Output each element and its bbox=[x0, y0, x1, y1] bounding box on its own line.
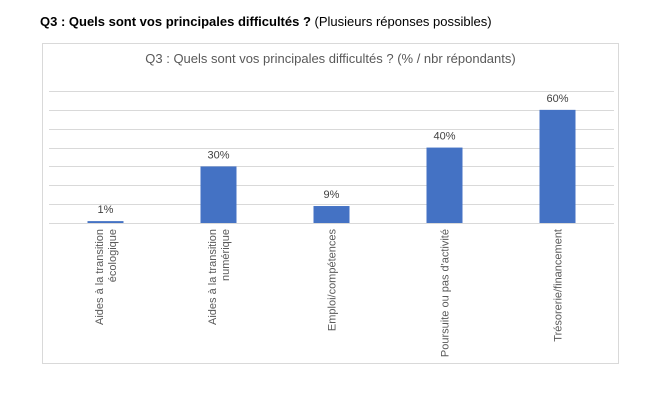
category-label: Emploi/compétences bbox=[327, 229, 339, 332]
category-label: écologique bbox=[107, 229, 119, 282]
category-labels: Aides à la transition écologique Aides à l… bbox=[94, 229, 565, 358]
bars bbox=[87, 109, 576, 223]
value-label: 1% bbox=[98, 204, 114, 216]
bar bbox=[313, 206, 350, 223]
bar bbox=[87, 221, 124, 223]
value-label: 30% bbox=[207, 149, 229, 161]
value-label: 9% bbox=[324, 189, 340, 201]
category-label: Aides à la transition bbox=[94, 229, 106, 325]
question-heading-note: (Plusieurs réponses possibles) bbox=[314, 14, 492, 29]
chart-frame: Q3 : Quels sont vos principales difficul… bbox=[42, 43, 619, 364]
value-label: 60% bbox=[546, 93, 568, 105]
question-heading: Q3 : Quels sont vos principales difficul… bbox=[40, 14, 492, 29]
gridlines bbox=[49, 91, 614, 224]
value-labels: 1% 30% 9% 40% 60% bbox=[98, 93, 569, 216]
question-heading-bold: Q3 : Quels sont vos principales difficul… bbox=[40, 14, 311, 29]
category-label: Aides à la transition bbox=[207, 229, 219, 325]
bar bbox=[200, 166, 237, 223]
bar bbox=[426, 147, 463, 223]
value-label: 40% bbox=[433, 131, 455, 143]
category-label: Poursuite ou pas d'activité bbox=[440, 229, 452, 357]
category-label: numérique bbox=[220, 229, 232, 281]
bar-chart: 1%30%9%40%60% Aides à la transition écolo… bbox=[49, 91, 614, 358]
chart-title: Q3 : Quels sont vos principales difficul… bbox=[145, 51, 516, 66]
category-label: Trésorerie/financement bbox=[553, 229, 565, 342]
bar bbox=[539, 109, 576, 223]
